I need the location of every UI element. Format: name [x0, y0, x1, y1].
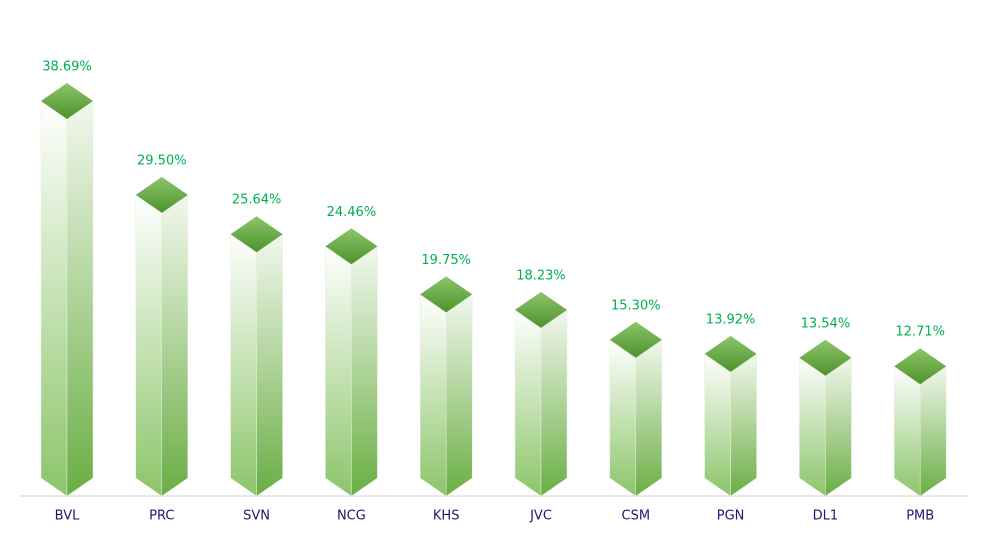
bar-left-face	[230, 233, 257, 497]
bar-top	[420, 276, 473, 313]
bar-left-face	[704, 353, 731, 497]
bar	[135, 176, 189, 497]
bar-left-face	[799, 357, 826, 497]
bar-left-face	[893, 365, 921, 497]
bar-left-face	[419, 293, 447, 497]
bar-left-face	[325, 245, 352, 497]
x-tick-label: SVN	[243, 509, 270, 524]
bar-top	[41, 83, 93, 119]
value-label: 13.54%	[801, 316, 851, 331]
bar-right-face	[66, 100, 94, 497]
x-tick-label: KHS	[433, 509, 460, 524]
bar	[893, 348, 947, 497]
x-tick-label: PRC	[149, 509, 174, 524]
bar-right-face	[825, 357, 852, 497]
x-tick-label: BVL	[55, 509, 80, 524]
bar-right-face	[730, 353, 757, 497]
x-tick-label: PGN	[717, 509, 745, 524]
bar	[40, 83, 94, 497]
bar-right-face	[919, 365, 947, 497]
value-label: 18.23%	[516, 268, 566, 283]
bar	[609, 321, 663, 497]
bar-left-face	[135, 194, 163, 497]
bar-top	[894, 348, 947, 385]
bar-top	[799, 339, 852, 376]
value-label: 12.71%	[895, 325, 945, 340]
bar-right-face	[445, 293, 473, 497]
bar	[514, 291, 568, 497]
value-label: 15.30%	[611, 298, 661, 313]
value-label: 19.75%	[421, 253, 471, 268]
value-label: 13.92%	[706, 312, 756, 327]
bar-left-face	[514, 309, 542, 497]
bar-top	[609, 321, 662, 358]
value-label: 25.64%	[232, 193, 282, 208]
value-label: 29.50%	[137, 153, 187, 168]
bar-right-face	[351, 245, 378, 497]
x-tick-label: JVC	[529, 509, 552, 524]
bar	[230, 216, 283, 497]
x-tick-label: CSM	[622, 509, 651, 524]
bar-left-face	[609, 339, 637, 497]
value-label: 38.69%	[42, 60, 92, 75]
bar-top	[230, 216, 283, 253]
bar	[419, 276, 473, 497]
bar-top	[704, 335, 757, 372]
bar-left-face	[40, 100, 68, 497]
bar	[325, 228, 378, 497]
x-tick-label: DL1	[813, 509, 839, 524]
x-tick-label: PMB	[906, 509, 934, 524]
bar-right-face	[161, 194, 189, 497]
bar-top	[325, 228, 378, 265]
bar	[799, 339, 852, 497]
bar-top	[135, 176, 188, 213]
value-label: 24.46%	[327, 205, 377, 220]
bar	[704, 335, 757, 497]
bar-right-face	[540, 309, 568, 497]
x-tick-label: NCG	[337, 509, 366, 524]
bar-top	[515, 291, 567, 328]
bar-right-face	[256, 233, 283, 497]
bar-right-face	[635, 339, 663, 497]
